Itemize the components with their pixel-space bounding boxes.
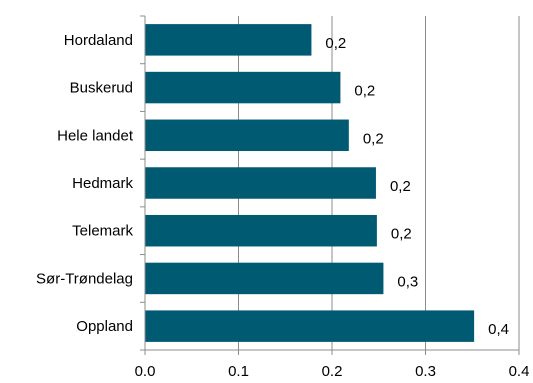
data-label: 0,2 — [363, 130, 384, 147]
bar — [145, 310, 475, 342]
data-label: 0,2 — [391, 226, 412, 243]
bar — [145, 71, 341, 104]
bar — [145, 214, 377, 247]
x-tick-label: 0.3 — [415, 363, 436, 380]
category-label: Hordaland — [64, 32, 133, 49]
bar — [145, 167, 376, 199]
data-label: 0,3 — [397, 273, 418, 290]
data-label: 0,4 — [488, 321, 509, 338]
bar — [145, 119, 349, 152]
bars — [145, 24, 475, 342]
x-tick-label: 0.0 — [135, 363, 156, 380]
x-tick-label: 0.4 — [509, 363, 530, 380]
data-label: 0,2 — [325, 35, 346, 52]
data-label: 0,2 — [390, 178, 411, 195]
category-label: Oppland — [76, 318, 133, 335]
labels: Hordaland 0,2 Buskerud 0,2 Hele landet 0,2 Hed… — [36, 32, 529, 380]
category-label: Telemark — [72, 223, 133, 240]
data-label: 0,2 — [354, 83, 375, 100]
category-label: Sør-Trøndelag — [36, 270, 133, 287]
category-label: Buskerud — [70, 80, 133, 97]
axes — [140, 15, 520, 355]
x-tick-label: 0.2 — [322, 363, 343, 380]
category-label: Hele landet — [57, 127, 134, 144]
bar — [145, 24, 312, 56]
category-label: Hedmark — [72, 175, 133, 192]
x-tick-label: 0.1 — [228, 363, 249, 380]
bar — [145, 262, 384, 295]
